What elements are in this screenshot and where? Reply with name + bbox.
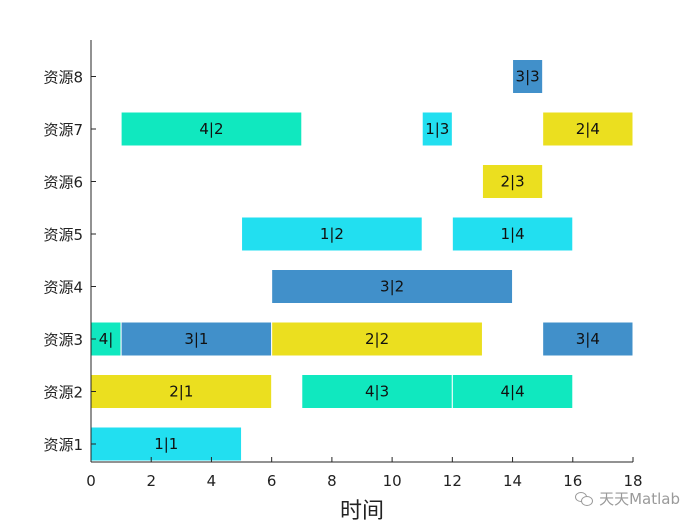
wechat-icon [575, 491, 594, 506]
task-bar-label: 4|3 [365, 383, 389, 401]
task-bar [542, 111, 634, 147]
task-bar [120, 321, 273, 357]
task-bar [301, 374, 453, 409]
task-bar [451, 374, 574, 409]
x-tick-label: 18 [623, 472, 642, 490]
watermark-text: 天天Matlab [599, 490, 680, 508]
x-tick-label: 4 [207, 472, 217, 490]
task-bar-label: 2|3 [500, 173, 524, 191]
y-tick-label: 资源8 [43, 69, 83, 87]
task-bar-label: 2|1 [169, 383, 193, 401]
task-bar [271, 269, 514, 304]
task-bar [421, 111, 453, 147]
task-bar-label: 3|3 [516, 68, 540, 86]
watermark: 天天Matlab [575, 488, 680, 509]
task-bar-label: 4|4 [500, 383, 524, 401]
x-tick-label: 14 [503, 472, 522, 490]
x-tick-label: 6 [267, 472, 277, 490]
y-tick-label: 资源5 [43, 226, 83, 244]
bars-group [90, 59, 634, 462]
task-bar-label: 3|2 [380, 278, 404, 296]
task-bar [542, 321, 634, 357]
task-bar-label: 1|2 [320, 225, 344, 243]
task-bar [90, 426, 243, 462]
task-bar-label: 2|2 [365, 330, 389, 348]
x-tick-label: 12 [443, 472, 462, 490]
task-bar [512, 59, 544, 94]
task-bar [481, 164, 544, 199]
task-bar-label: 1|3 [425, 120, 449, 138]
y-tick-label: 资源6 [43, 174, 83, 192]
task-bar-label: 2|4 [576, 120, 600, 138]
x-tick-label: 0 [86, 472, 96, 490]
x-axis-label: 时间 [340, 499, 384, 524]
x-tick-label: 8 [327, 472, 337, 490]
task-bar [120, 111, 303, 147]
task-bar-label: 1|4 [500, 225, 524, 243]
task-bar-label: 1|1 [154, 435, 178, 453]
task-bar-label: 3|1 [184, 330, 208, 348]
task-bar [271, 321, 483, 357]
y-tick-label: 资源7 [43, 121, 83, 139]
y-tick-label: 资源2 [43, 384, 83, 402]
x-tick-label: 10 [383, 472, 402, 490]
y-tick-label: 资源3 [43, 331, 83, 349]
task-bar [241, 216, 423, 252]
task-bar [451, 216, 574, 252]
task-bar-label: 3|4 [576, 330, 600, 348]
axes-group: 资源1 资源2 资源3 资源4 资源5 资源6 资源7 资源8 0 2 4 6 8 10 12 14 16 18 [43, 40, 643, 490]
task-bar-label: 4| [99, 330, 114, 348]
y-tick-label: 资源4 [43, 279, 83, 297]
x-tick-label: 2 [146, 472, 156, 490]
bar-labels-group: 1|1 2|1 4|3 4|4 4| 3|1 2|2 3|4 3|2 1|2 1|4 2|3 4|2 1|… [99, 68, 600, 454]
task-bar [90, 374, 273, 409]
x-tick-label: 16 [563, 472, 582, 490]
task-bar [90, 321, 122, 357]
task-bar-label: 4|2 [199, 120, 223, 138]
y-tick-label: 资源1 [43, 436, 83, 454]
